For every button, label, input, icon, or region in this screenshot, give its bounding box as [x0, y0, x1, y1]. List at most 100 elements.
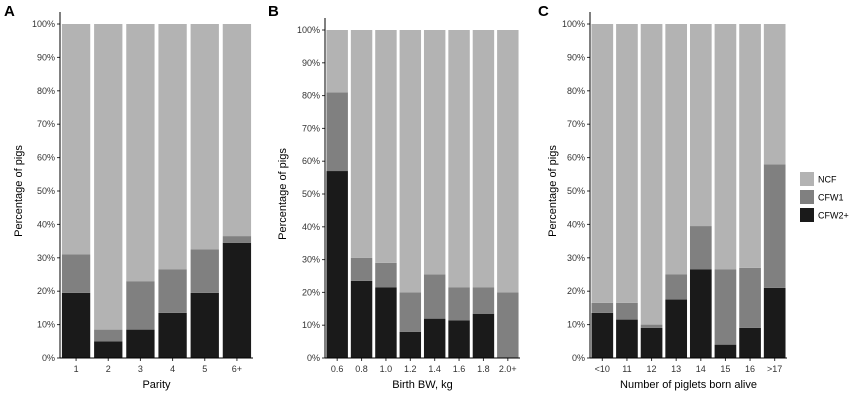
bar-cfw1-2	[350, 257, 373, 281]
bar-ncf-5	[423, 30, 446, 275]
bar-cfw1-1	[591, 302, 614, 313]
bar-cfw1-4	[665, 274, 688, 300]
y-tick-label: 30%	[302, 255, 320, 265]
bar-cfw2plus-2	[94, 341, 123, 358]
y-tick-label: 90%	[567, 52, 585, 62]
bar-ncf-6	[448, 30, 470, 288]
bar-cfw2plus-5	[689, 269, 712, 358]
bar-cfw2plus-3	[375, 287, 397, 358]
x-tick-label: 14	[696, 364, 706, 374]
y-tick-label: 40%	[567, 219, 585, 229]
bar-ncf-5	[689, 24, 712, 227]
bar-ncf-7	[739, 24, 761, 268]
bar-ncf-8	[763, 24, 786, 165]
x-tick-label: 6+	[232, 364, 242, 374]
bar-ncf-5	[190, 24, 219, 250]
x-tick-label: 1.2	[404, 364, 417, 374]
y-tick-label: 50%	[302, 189, 320, 199]
y-tick-label: 20%	[567, 286, 585, 296]
y-tick-label: 70%	[37, 119, 55, 129]
y-tick-label: 80%	[37, 86, 55, 96]
legend-swatch-cfw1	[800, 190, 814, 204]
bar-ncf-6	[714, 24, 737, 270]
y-tick-label: 70%	[302, 123, 320, 133]
panel-letter: A	[4, 3, 15, 20]
legend-swatch-ncf	[800, 172, 814, 186]
bar-cfw1-5	[190, 249, 219, 293]
bar-cfw2plus-1	[61, 292, 91, 358]
y-tick-label: 10%	[37, 320, 55, 330]
x-tick-label: 1.4	[428, 364, 441, 374]
y-tick-label: 60%	[37, 153, 55, 163]
x-tick-label: 16	[745, 364, 755, 374]
bar-cfw2plus-8	[763, 287, 786, 358]
bar-cfw2plus-1	[591, 312, 614, 358]
bar-cfw2plus-4	[399, 331, 422, 358]
y-tick-label: 100%	[32, 19, 55, 29]
x-tick-label: 1.8	[477, 364, 490, 374]
bar-ncf-3	[375, 30, 397, 263]
y-tick-label: 0%	[572, 353, 585, 363]
bar-ncf-2	[94, 24, 123, 330]
bar-ncf-6	[222, 24, 252, 237]
panel-b: B 0.6 0.8 1.0 1.2 1.4 1.6 1.8 2.0+ 0% 10% 20% 30% 40%…	[268, 3, 520, 391]
y-tick-label: 30%	[567, 253, 585, 263]
y-tick-label: 40%	[37, 219, 55, 229]
x-tick-label: 11	[622, 364, 631, 374]
legend: NCF CFW1 CFW2+	[800, 172, 849, 222]
bar-cfw1-2	[616, 302, 638, 320]
bar-cfw2plus-7	[472, 313, 495, 358]
bar-cfw2plus-6	[714, 344, 737, 358]
legend-swatch-cfw2plus	[800, 208, 814, 222]
bar-ncf-2	[350, 30, 373, 258]
x-tick-label: 1.6	[453, 364, 466, 374]
bar-ncf-3	[126, 24, 155, 282]
x-tick-label: >17	[767, 364, 782, 374]
bar-cfw2plus-2	[616, 319, 638, 358]
x-tick-label: 0.6	[331, 364, 344, 374]
y-axis-label: Percentage of pigs	[547, 145, 559, 237]
y-tick-label: 100%	[562, 19, 585, 29]
legend-label-ncf: NCF	[818, 175, 837, 185]
x-tick-label: 15	[720, 364, 730, 374]
bar-cfw2plus-3	[640, 327, 663, 358]
y-tick-label: 60%	[302, 156, 320, 166]
legend-label-cfw1: CFW1	[818, 193, 844, 203]
bar-ncf-2	[616, 24, 638, 303]
bar-cfw2plus-6	[222, 242, 252, 358]
bar-ncf-8	[497, 30, 519, 293]
y-tick-label: 0%	[307, 353, 320, 363]
bar-ncf-7	[472, 30, 495, 288]
x-axis-label: Parity	[142, 379, 171, 391]
bar-cfw1-6	[222, 236, 252, 243]
bar-ncf-1	[591, 24, 614, 303]
y-tick-label: 0%	[42, 353, 55, 363]
x-tick-label: 12	[647, 364, 657, 374]
bar-cfw2plus-4	[158, 312, 187, 358]
x-tick-label: 4	[170, 364, 175, 374]
legend-label-cfw2plus: CFW2+	[818, 211, 849, 221]
x-tick-label: <10	[595, 364, 610, 374]
bar-cfw1-1	[326, 92, 348, 172]
y-tick-label: 10%	[302, 320, 320, 330]
x-tick-label: 2	[106, 364, 111, 374]
bar-cfw1-3	[375, 262, 397, 288]
y-tick-label: 80%	[302, 91, 320, 101]
bar-cfw1-1	[61, 254, 91, 293]
bar-cfw2plus-5	[190, 292, 219, 358]
bar-cfw1-3	[640, 324, 663, 328]
bar-cfw2plus-2	[350, 280, 373, 358]
y-tick-label: 70%	[567, 119, 585, 129]
x-axis-label: Number of piglets born alive	[620, 379, 757, 391]
bar-cfw1-6	[448, 287, 470, 321]
y-tick-label: 30%	[37, 253, 55, 263]
bar-cfw1-8	[497, 292, 519, 358]
y-tick-label: 90%	[37, 52, 55, 62]
y-axis-label: Percentage of pigs	[13, 145, 25, 237]
bar-cfw1-5	[689, 226, 712, 270]
bar-ncf-4	[158, 24, 187, 270]
bar-cfw2plus-3	[126, 329, 155, 358]
bar-ncf-4	[665, 24, 688, 275]
bar-cfw1-2	[94, 329, 123, 342]
